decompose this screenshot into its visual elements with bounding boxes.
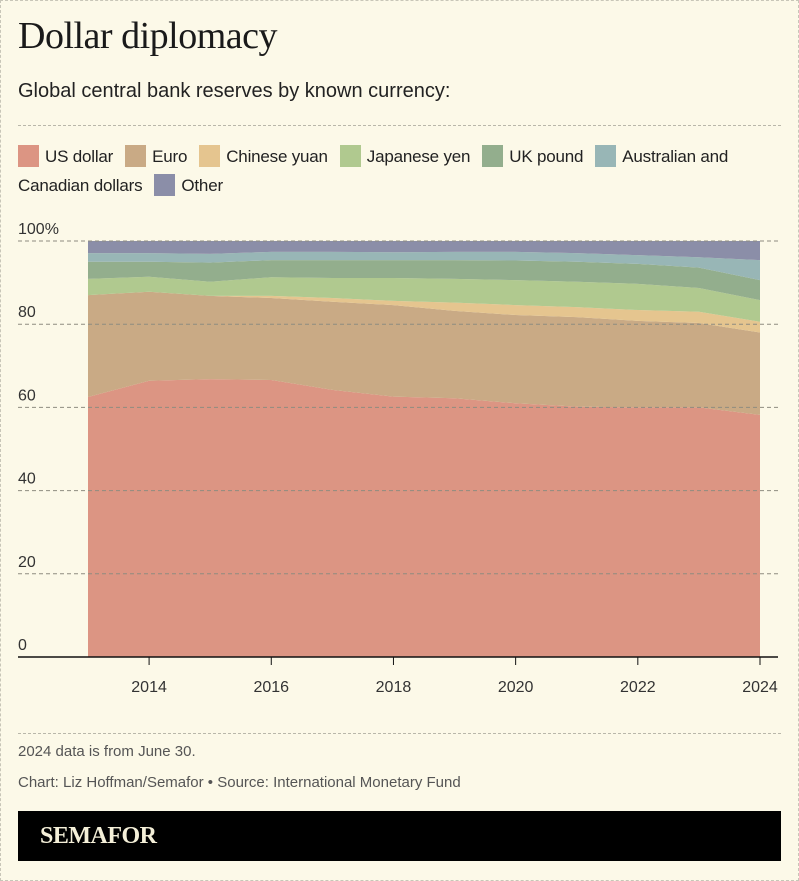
area-australian-and-canadian-dollars	[88, 251, 760, 281]
legend-item: Euro	[125, 145, 188, 167]
legend-swatch	[339, 145, 361, 167]
x-tick-label: 2022	[620, 679, 656, 696]
legend-label: Other	[181, 176, 223, 195]
legend-swatch	[154, 174, 176, 196]
legend-swatch	[199, 145, 221, 167]
footnote: 2024 data is from June 30.	[18, 743, 196, 760]
area-us-dollar	[88, 379, 760, 657]
legend-swatch	[482, 145, 504, 167]
y-tick-label: 60	[18, 387, 36, 404]
legend-label: Australian and Canadian dollars	[18, 147, 729, 195]
legend-item: Australian and Canadian dollars	[18, 145, 729, 195]
source-credit: Chart: Liz Hoffman/Semafor • Source: Int…	[18, 774, 461, 791]
area-other	[88, 241, 760, 261]
x-tick-label: 2016	[253, 679, 289, 696]
divider	[18, 125, 781, 126]
chart-subtitle: Global central bank reserves by known cu…	[18, 80, 451, 102]
area-euro	[88, 291, 760, 415]
legend-item: Other	[154, 174, 223, 196]
y-tick-label: 80	[18, 304, 36, 321]
legend-swatch	[18, 145, 39, 167]
brand-bar: SEMAFOR	[18, 811, 781, 861]
legend-label: Japanese yen	[366, 147, 471, 166]
semafor-logo: SEMAFOR	[40, 823, 157, 849]
legend-label: US dollar	[45, 147, 114, 166]
x-tick-label: 2014	[131, 679, 167, 696]
chart-title: Dollar diplomacy	[18, 15, 277, 57]
legend-item: Chinese yuan	[199, 145, 328, 167]
legend-item: US dollar	[18, 145, 114, 167]
area-chinese-yuan	[88, 291, 760, 333]
area-uk-pound	[88, 260, 760, 301]
x-tick-label: 2020	[498, 679, 534, 696]
x-tick-label: 2024	[742, 679, 778, 696]
legend-label: UK pound	[509, 147, 584, 166]
legend-item: UK pound	[482, 145, 584, 167]
x-tick-label: 2018	[376, 679, 412, 696]
y-tick-label: 100%	[18, 221, 59, 238]
y-tick-label: 20	[18, 554, 36, 571]
y-tick-label: 0	[18, 637, 27, 654]
legend-swatch	[595, 145, 617, 167]
area-japanese-yen	[88, 276, 760, 322]
legend-label: Chinese yuan	[226, 147, 328, 166]
legend-swatch	[125, 145, 147, 167]
y-tick-label: 40	[18, 471, 36, 488]
legend: US dollar Euro Chinese yuan Japanese yen UK …	[18, 142, 788, 200]
legend-label: Euro	[152, 147, 188, 166]
divider	[18, 733, 781, 734]
legend-item: Japanese yen	[339, 145, 471, 167]
